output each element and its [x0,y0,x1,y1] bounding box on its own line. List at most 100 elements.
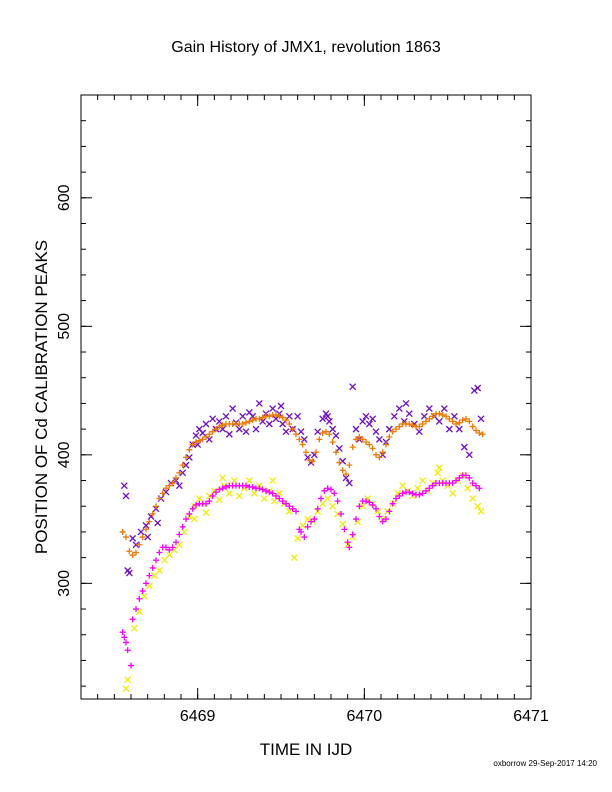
data-point [323,428,329,435]
data-point [119,629,126,636]
data-point [249,483,256,490]
data-point [154,519,162,527]
data-point [402,399,410,407]
data-point [396,492,403,499]
data-point [139,534,146,541]
data-point [189,505,196,512]
data-point [269,477,277,484]
data-point [369,501,376,508]
data-point [255,399,263,407]
data-point [336,459,343,466]
data-point [290,554,298,562]
data-point [199,429,207,437]
data-point [298,528,304,535]
data-point [144,533,152,541]
data-point [383,441,389,448]
data-point [346,544,353,551]
data-point [202,420,210,428]
major-ticks [81,95,532,699]
data-point [183,454,189,461]
data-point [199,436,206,443]
data-point [150,572,158,580]
data-point [353,516,359,523]
data-point [179,469,187,477]
data-point [345,479,353,487]
chart-title: Gain History of JMX1, revolution 1863 [171,39,441,56]
minor-ticks [80,94,532,699]
data-point [219,485,226,492]
data-point [125,569,133,577]
data-point [379,518,386,525]
data-point [425,405,433,413]
data-point [446,415,453,422]
data-point [366,441,373,448]
data-point [260,495,268,502]
y-tick-label: 500 [56,313,73,340]
data-point [285,412,293,420]
data-point [279,414,286,421]
y-tick-label: 400 [56,441,73,468]
data-point [376,513,383,520]
data-point [304,523,311,530]
data-point [136,595,143,602]
data-point [356,503,363,510]
credit-label: oxborrow 29-Sep-2017 14:20 [493,759,597,768]
data-point [146,518,153,525]
data-point [419,490,426,497]
data-point [373,505,379,512]
data-point [339,457,347,465]
data-point [469,495,477,502]
y-tick-label: 600 [56,184,73,211]
data-point [216,486,223,493]
data-point [282,428,290,436]
data-point [133,549,139,556]
data-point [213,489,219,496]
data-point [352,425,360,433]
data-point [195,495,203,502]
data-point [443,413,449,420]
data-point [331,490,338,497]
data-point [359,436,366,443]
data-point [299,441,306,448]
data-point [416,491,423,498]
data-point [346,462,353,469]
data-point [289,426,296,433]
data-point [477,415,485,423]
data-point [215,417,223,425]
data-point [338,510,344,517]
data-point [386,508,393,515]
data-point [286,420,293,427]
data-point [319,429,326,436]
data-point [299,522,307,529]
data-point [293,431,299,438]
data-point [192,432,200,440]
x-axis-label: TIME IN IJD [260,740,353,759]
data-point [429,413,436,420]
data-point [419,477,427,484]
data-point [449,480,456,487]
y-tick-label: 300 [56,570,73,597]
data-point [466,474,473,481]
data-point [465,451,473,459]
data-point [283,500,289,507]
data-point [453,420,459,427]
data-point [122,685,130,693]
data-point [333,449,339,456]
data-point [406,489,413,496]
data-point [476,485,483,492]
data-point [230,477,238,484]
series-1 [122,464,485,693]
data-point [365,420,373,428]
data-point [136,541,143,548]
data-point [229,405,237,413]
data-point [339,467,346,474]
data-point [120,482,128,490]
data-point [143,580,149,587]
data-point [156,495,163,502]
data-point [273,492,279,499]
data-point [289,505,296,512]
data-point [185,453,193,461]
data-point [303,449,309,456]
data-point [202,509,210,517]
